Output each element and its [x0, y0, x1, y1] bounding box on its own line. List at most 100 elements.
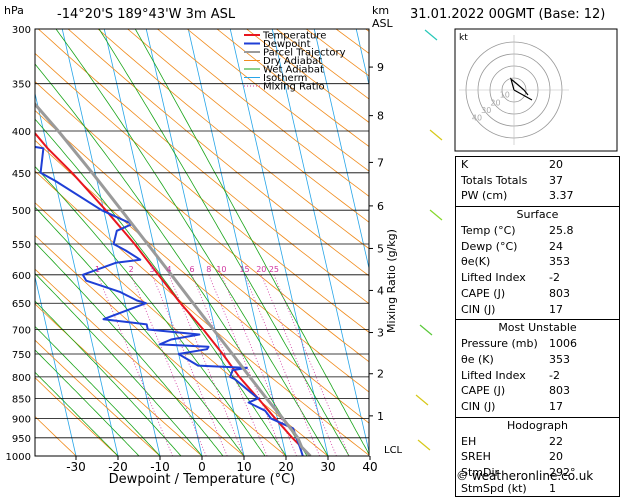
mixing-ratio-label: 15: [239, 265, 249, 274]
temp-tick-label: 30: [320, 460, 335, 474]
temp-tick-label: -30: [66, 460, 86, 474]
hodograph-ring-label: 20: [490, 98, 500, 107]
altitude-tick-label: 1: [377, 410, 384, 423]
dry-adiabat: [0, 29, 412, 456]
mixing-ratio-label: 8: [206, 265, 211, 274]
dry-adiabat: [0, 29, 244, 456]
pressure-tick-label: 850: [12, 394, 31, 405]
surface-title: Surface: [456, 207, 619, 223]
wind-barbs: [416, 30, 442, 450]
surface-temp-value: 25.8: [549, 223, 574, 239]
wet-adiabat-lines: [0, 29, 370, 456]
unstable-cin-value: 17: [549, 399, 563, 415]
surface-cin-value: 17: [549, 302, 563, 318]
hodograph-ring-label: 30: [481, 106, 491, 115]
plot-frame: [35, 29, 369, 456]
mixing-ratio-label: 2: [129, 265, 134, 274]
isotherm-line: [356, 29, 454, 456]
isotherm-line: [104, 29, 202, 456]
dry-adiabat: [0, 29, 370, 456]
isotherm-line: [230, 29, 328, 456]
unstable-pressure-value: 1006: [549, 336, 577, 352]
unstable-cape-value: 803: [549, 383, 570, 399]
pressure-tick-label: 700: [12, 326, 31, 337]
altitude-tick-label: 8: [377, 110, 384, 123]
altitude-tick-label: 7: [377, 156, 384, 169]
hodograph-table-title: Hodograph: [456, 418, 619, 434]
pressure-tick-label: 400: [12, 127, 31, 138]
mixing-ratio-label: 20: [256, 265, 266, 274]
index-pw-key: PW (cm): [461, 188, 507, 204]
hodograph-ring-label: 40: [472, 114, 482, 123]
pressure-tick-label: 550: [12, 240, 31, 251]
surface-li-key: Lifted Index: [461, 270, 526, 286]
unstable-cape-key: CAPE (J): [461, 383, 505, 399]
altitude-tick-label: 4: [377, 284, 384, 297]
copyright-label: © weatheronline.co.uk: [456, 469, 593, 483]
pressure-tick-label: 350: [12, 80, 31, 91]
mixing-ratio-line: [261, 275, 336, 456]
hodo-sreh-key: SREH: [461, 449, 491, 465]
surface-dewp-key: Dewp (°C): [461, 239, 517, 255]
wind-barb: [430, 210, 442, 220]
surface-thetae-value: 353: [549, 254, 570, 270]
pressure-tick-label: 1000: [6, 452, 31, 463]
altitude-tick-label: 5: [377, 242, 384, 255]
mixing-ratio-label: 4: [166, 265, 171, 274]
unstable-li-value: -2: [549, 368, 560, 384]
surface-cape-key: CAPE (J): [461, 286, 505, 302]
legend-item: Mixing Ratio: [263, 82, 325, 93]
hodograph-ring-label: 10: [500, 91, 510, 100]
pressure-tick-label: 750: [12, 350, 31, 361]
hodo-eh-key: EH: [461, 434, 476, 450]
pressure-tick-label: 450: [12, 169, 31, 180]
unstable-pressure-key: Pressure (mb): [461, 336, 538, 352]
altitude-tick-label: 6: [377, 200, 384, 213]
pressure-tick-label: 950: [12, 434, 31, 445]
mixing-ratio-line: [98, 275, 173, 456]
hodo-stmspd-key: StmSpd (kt): [461, 481, 527, 497]
unstable-li-key: Lifted Index: [461, 368, 526, 384]
dry-adiabat: [0, 29, 496, 456]
unstable-thetae-value: 353: [549, 352, 570, 368]
index-pw-value: 3.37: [549, 188, 574, 204]
unstable-cin-key: CIN (J): [461, 399, 495, 415]
hodograph-unit: kt: [459, 33, 468, 43]
wind-barb: [418, 440, 430, 450]
mixing-ratio-label: 6: [189, 265, 194, 274]
wet-adiabat: [0, 29, 244, 456]
profile-series: [0, 29, 310, 456]
altitude-tick-label: 3: [377, 327, 384, 340]
mixing-ratio-line: [209, 275, 284, 456]
pressure-tick-label: 300: [12, 25, 31, 36]
pressure-tick-label: 650: [12, 299, 31, 310]
altitude-tick-label: 9: [377, 61, 384, 74]
pressure-tick-label: 600: [12, 271, 31, 282]
temp-tick-label: 40: [362, 460, 377, 474]
mixing-ratio-label: 1: [95, 265, 100, 274]
wind-barb: [430, 130, 442, 140]
surface-thetae-key: θe(K): [461, 254, 490, 270]
surface-cin-key: CIN (J): [461, 302, 495, 318]
x-axis-label: Dewpoint / Temperature (°C): [109, 472, 296, 486]
mixing-ratio-axis-label: Mixing Ratio (g/kg): [385, 229, 398, 333]
wind-barb: [425, 30, 437, 40]
index-tt-value: 37: [549, 173, 563, 189]
mixing-ratio-label: 25: [269, 265, 279, 274]
pressure-tick-label: 500: [12, 206, 31, 217]
axis-labels: 3003504004505005506006507007508008509009…: [6, 25, 384, 474]
pressure-tick-label: 900: [12, 415, 31, 426]
hodo-sreh-value: 20: [549, 449, 563, 465]
mixing-ratio-label: 10: [216, 265, 226, 274]
isotherm-line: [188, 29, 286, 456]
lcl-label: LCL: [384, 445, 403, 456]
surface-cape-value: 803: [549, 286, 570, 302]
wind-barb: [420, 325, 432, 335]
surface-li-value: -2: [549, 270, 560, 286]
index-k-value: 20: [549, 157, 563, 173]
unstable-thetae-key: θe (K): [461, 352, 494, 368]
surface-temp-key: Temp (°C): [461, 223, 516, 239]
